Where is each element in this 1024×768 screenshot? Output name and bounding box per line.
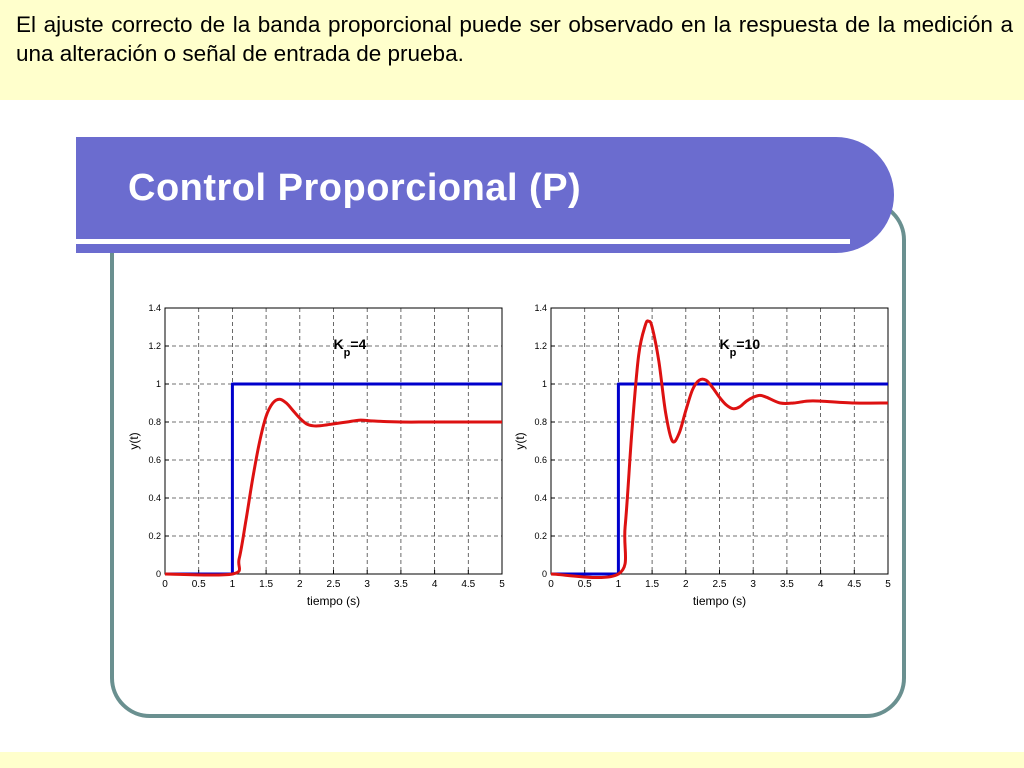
y-tick-label: 0.8 — [148, 417, 161, 427]
y-tick-label: 0.6 — [148, 455, 161, 465]
x-tick-label: 3.5 — [394, 579, 408, 590]
x-tick-label: 3 — [750, 579, 756, 590]
chart-kp4: 0 0.5 1 1.5 2 2.5 3 3.5 4 4.5 5 0 0.2 0.4 0.6 0.8 1 1.2 1.… — [127, 303, 505, 608]
y-tick-label: 1.4 — [534, 303, 547, 313]
gain-annotation: Kp=4 — [334, 336, 367, 359]
y-tick-label: 1.2 — [148, 341, 161, 351]
y-tick-label: 0.2 — [534, 531, 547, 541]
y-tick-label: 1.4 — [148, 303, 161, 313]
x-axis-label: tiempo (s) — [693, 594, 746, 608]
x-tick-label: 0.5 — [192, 579, 206, 590]
y-tick-label: 1 — [156, 379, 161, 389]
x-tick-label: 2 — [683, 579, 689, 590]
response-curve — [550, 319, 889, 580]
slide-caption: El ajuste correcto de la banda proporcio… — [16, 12, 1013, 66]
y-tick-label: 0.4 — [148, 493, 161, 503]
y-tick-label: 0 — [542, 569, 547, 579]
gain-value: =4 — [350, 336, 366, 352]
x-tick-label: 2 — [297, 579, 303, 590]
x-tick-label: 4.5 — [847, 579, 861, 590]
x-tick-label: 5 — [885, 579, 891, 590]
gain-symbol: K — [334, 336, 344, 352]
title-banner: Control Proporcional (P) — [76, 137, 894, 253]
y-tick-label: 0.2 — [148, 531, 161, 541]
slide-title: Control Proporcional (P) — [128, 167, 582, 209]
y-tick-label: 1 — [542, 379, 547, 389]
x-tick-label: 1.5 — [259, 579, 273, 590]
y-tick-label: 0.8 — [534, 417, 547, 427]
x-tick-label: 0.5 — [578, 579, 592, 590]
x-tick-label: 4 — [432, 579, 438, 590]
gain-value: =10 — [736, 336, 760, 352]
chart-kp10: 0 0.5 1 1.5 2 2.5 3 3.5 4 4.5 5 0 0.2 0.4 0.6 0.8 1 1.2 1.… — [513, 303, 891, 608]
x-tick-label: 5 — [499, 579, 505, 590]
x-tick-label: 0 — [162, 579, 168, 590]
x-tick-label: 3 — [364, 579, 370, 590]
content-frame — [110, 200, 906, 718]
x-axis-label: tiempo (s) — [307, 594, 360, 608]
response-curve — [164, 397, 502, 577]
gain-subscript: p — [730, 347, 737, 359]
setpoint-line — [551, 382, 888, 576]
gain-annotation: Kp=10 — [720, 336, 761, 359]
y-axis-label: y(t) — [127, 432, 141, 449]
x-tick-label: 2.5 — [713, 579, 727, 590]
x-tick-label: 1.5 — [645, 579, 659, 590]
x-tick-label: 4.5 — [461, 579, 475, 590]
x-tick-label: 4 — [818, 579, 824, 590]
x-tick-label: 1 — [616, 579, 622, 590]
banner-underline — [76, 239, 850, 244]
x-tick-label: 1 — [230, 579, 236, 590]
x-tick-label: 2.5 — [327, 579, 341, 590]
x-tick-label: 3.5 — [780, 579, 794, 590]
x-tick-label: 0 — [548, 579, 554, 590]
y-tick-label: 0 — [156, 569, 161, 579]
y-axis-label: y(t) — [513, 432, 527, 449]
gain-symbol: K — [720, 336, 730, 352]
y-tick-label: 0.6 — [534, 455, 547, 465]
y-tick-label: 1.2 — [534, 341, 547, 351]
gain-subscript: p — [344, 347, 351, 359]
y-tick-label: 0.4 — [534, 493, 547, 503]
